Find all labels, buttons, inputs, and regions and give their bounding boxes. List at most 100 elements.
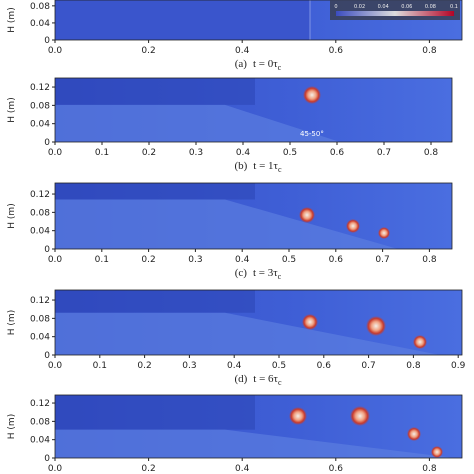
y-tick-label: 0 [44, 36, 50, 46]
x-tick-label: 0.8 [424, 148, 439, 158]
vortex [431, 446, 443, 458]
caption-label: (b) [234, 160, 247, 172]
plot-frame [54, 394, 463, 459]
caption: (c) t = 3τc [235, 267, 282, 281]
x-tick-label: 0.0 [48, 361, 63, 371]
colorbar-label: 0 [334, 4, 337, 10]
caption-sub: c [278, 378, 282, 387]
y-tick-label: 0.08 [30, 314, 50, 324]
plot-frame [54, 0, 463, 41]
x-tick-label: 0.2 [141, 255, 155, 265]
x-tick-label: 0.4 [227, 361, 242, 371]
x-tick-label: 0.8 [422, 255, 437, 265]
vortex [289, 407, 307, 425]
colorbar-label: 0.06 [401, 4, 412, 10]
caption-time: t = 1τ [253, 160, 278, 172]
vortex [378, 227, 390, 239]
y-tick-label: 0.04 [30, 333, 50, 343]
vortex [413, 335, 427, 349]
granular-slope [55, 312, 440, 355]
x-tick-label: 0.5 [283, 148, 297, 158]
y-tick-label: 0.08 [30, 101, 50, 111]
y-tick-label: 0.12 [30, 296, 50, 306]
plot-frame [54, 289, 463, 356]
y-tick-label: 0.04 [30, 19, 50, 29]
x-tick-label: 0.0 [48, 464, 63, 474]
vortex [346, 219, 360, 233]
caption-time: t = 3τ [253, 267, 278, 279]
vortex [302, 314, 318, 330]
y-tick-label: 0.08 [30, 2, 50, 12]
x-tick-label: 0.8 [422, 46, 437, 56]
upper-zone [55, 183, 255, 200]
x-tick-label: 0.4 [235, 255, 250, 265]
y-axis-label: H (m) [7, 7, 17, 32]
x-tick-label: 0.5 [272, 361, 286, 371]
x-tick-label: 0.4 [235, 46, 250, 56]
caption-sub: c [278, 165, 282, 174]
x-tick-label: 0.8 [422, 464, 437, 474]
caption-sub: c [278, 63, 282, 72]
x-tick-label: 0.1 [93, 361, 107, 371]
x-tick-label: 0.4 [235, 464, 250, 474]
x-tick-label: 0.7 [361, 361, 375, 371]
caption-label: (c) [235, 267, 248, 279]
y-tick-label: 0.04 [30, 436, 50, 446]
caption: (b) t = 1τc [234, 160, 282, 174]
y-axis-label: H (m) [7, 310, 17, 335]
x-tick-label: 0.2 [141, 464, 155, 474]
y-tick-label: 0.12 [30, 190, 50, 200]
x-tick-label: 0.2 [142, 148, 156, 158]
y-tick-label: 0.04 [30, 227, 50, 237]
colorbar [336, 11, 454, 16]
x-tick-label: 0.6 [317, 361, 332, 371]
caption-label: (d) [234, 373, 247, 385]
vortex [407, 427, 421, 441]
caption: (a) t = 0τc [235, 58, 282, 72]
x-tick-label: 0.2 [141, 46, 155, 56]
y-tick-label: 0.04 [30, 120, 50, 130]
upper-zone [55, 290, 255, 313]
x-tick-label: 0.9 [451, 361, 466, 371]
caption-time: t = 0τ [253, 58, 278, 70]
vortex [366, 316, 386, 336]
y-axis-label: H (m) [7, 203, 17, 228]
x-tick-label: 0.3 [189, 148, 203, 158]
y-tick-label: 0 [44, 351, 50, 361]
vortex [350, 406, 370, 426]
upper-zone [55, 78, 255, 105]
x-tick-label: 0.7 [375, 255, 389, 265]
y-tick-label: 0 [44, 138, 50, 148]
x-tick-label: 0.1 [95, 148, 109, 158]
vortex [303, 86, 321, 104]
x-tick-label: 0.1 [95, 255, 109, 265]
x-tick-label: 0.3 [188, 255, 202, 265]
x-tick-label: 0.0 [48, 46, 63, 56]
x-tick-label: 0.5 [282, 255, 296, 265]
y-tick-label: 0.12 [30, 399, 50, 409]
colorbar-label: 0.1 [450, 4, 458, 10]
y-tick-label: 0.08 [30, 208, 50, 218]
x-tick-label: 0.4 [236, 148, 251, 158]
colorbar-label: 0.04 [378, 4, 389, 10]
granular-slope [55, 104, 340, 142]
x-tick-label: 0.6 [329, 46, 344, 56]
caption-time: t = 6τ [253, 373, 278, 385]
colorbar-label: 0.08 [425, 4, 436, 10]
y-axis-label: H (m) [7, 414, 17, 439]
y-tick-label: 0 [44, 454, 50, 464]
caption-label: (a) [235, 58, 248, 70]
upper-zone [55, 395, 255, 430]
y-axis-label: H (m) [7, 97, 17, 122]
x-tick-label: 0.2 [137, 361, 151, 371]
colorbar-label: 0.02 [354, 4, 365, 10]
x-tick-label: 0.3 [182, 361, 196, 371]
x-tick-label: 0.6 [330, 148, 345, 158]
granular-slope [55, 429, 455, 458]
caption-sub: c [278, 272, 282, 281]
plot-frame [54, 77, 453, 143]
plot-frame [54, 182, 453, 250]
y-tick-label: 0.08 [30, 417, 50, 427]
granular-slope [55, 199, 398, 249]
